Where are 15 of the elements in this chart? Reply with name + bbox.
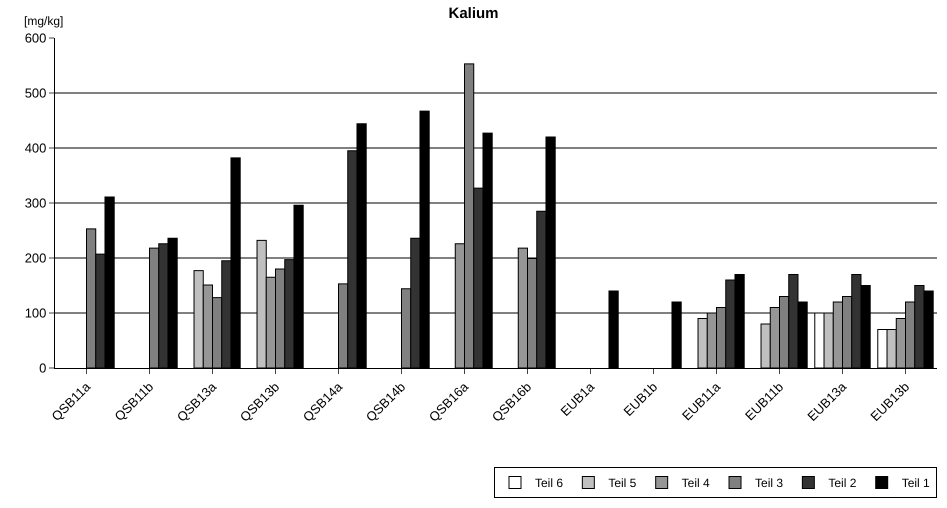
- chart-title: Kalium: [448, 5, 499, 22]
- legend-label: Teil 6: [535, 476, 564, 490]
- y-tick-label: 600: [24, 30, 46, 46]
- y-axis-title: [mg/kg]: [24, 14, 64, 28]
- y-tick-label: 0: [39, 360, 46, 376]
- y-tick-label: 300: [24, 196, 46, 211]
- y-tick-label: 200: [24, 250, 46, 266]
- legend-label: Teil 5: [608, 476, 637, 490]
- y-tick-label: 500: [24, 86, 46, 101]
- legend-label: Teil 3: [755, 476, 784, 490]
- legend-label: Teil 1: [902, 476, 930, 490]
- y-tick-label: 400: [24, 140, 46, 156]
- legend-label: Teil 2: [828, 476, 857, 490]
- y-tick-label: 100: [24, 306, 46, 321]
- legend-label: Teil 4: [682, 476, 710, 490]
